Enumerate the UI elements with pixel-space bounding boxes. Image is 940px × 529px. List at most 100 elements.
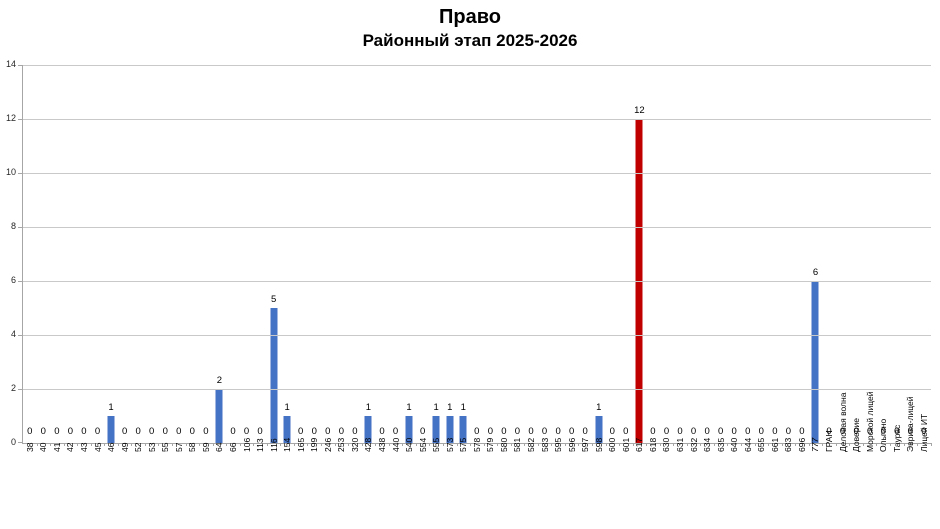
y-axis-label: 14 (5, 59, 16, 69)
value-label: 0 (121, 426, 128, 437)
x-tick (673, 443, 675, 446)
value-label: 0 (690, 426, 697, 437)
x-tick (131, 443, 133, 446)
x-tick (104, 443, 106, 446)
y-axis-labels: 0 2 4 6 8 10 12 14 (0, 59, 16, 447)
x-tick (740, 443, 742, 446)
x-tick (537, 443, 539, 446)
x-tick (632, 443, 634, 446)
x-axis-label-text: 644 (742, 437, 753, 452)
x-tick (876, 443, 878, 446)
value-label: 0 (81, 426, 87, 437)
x-axis-label-text: Ольгино (878, 418, 889, 452)
x-axis-label-text: 199 (309, 437, 320, 452)
value-label: 0 (392, 426, 399, 437)
gridline-y8 (23, 227, 931, 228)
category-column: 12 617 (633, 65, 648, 452)
y-tick-0 (18, 442, 22, 443)
x-axis-label-text: 635 (715, 437, 726, 452)
x-axis-label-text: 581 (512, 437, 523, 452)
value-label: 0 (176, 426, 182, 437)
x-axis-label-text: 45 (92, 442, 103, 452)
x-axis-label-text: 55 (160, 442, 171, 452)
category-column: 0 41 (50, 65, 65, 452)
x-tick (862, 443, 864, 446)
y-tick-12 (18, 119, 22, 120)
bar (432, 416, 440, 443)
category-column: 0 42 (64, 65, 79, 452)
value-label: 0 (880, 426, 886, 437)
value-label: 0 (799, 426, 805, 437)
category-column: 0 Ольгино (876, 65, 891, 452)
x-axis-label-text: 634 (702, 437, 713, 452)
x-axis-label-text: 58 (187, 442, 198, 452)
value-label: 0 (298, 426, 304, 437)
x-axis-label-text: 52 (133, 442, 144, 452)
category-column: 0 635 (714, 65, 729, 452)
x-tick (212, 443, 214, 446)
x-tick (63, 443, 65, 446)
category-column: 0 696 (795, 65, 810, 452)
x-tick (659, 443, 661, 446)
value-label: 0 (54, 426, 60, 437)
category-column: 0 634 (700, 65, 715, 452)
x-axis-label-text: 53 (146, 442, 157, 452)
category-column: 0 554 (416, 65, 431, 452)
x-tick (795, 443, 797, 446)
x-axis-label-text: 696 (796, 437, 807, 452)
x-tick (835, 443, 837, 446)
value-label: 0 (40, 426, 46, 437)
category-column: 0 106 (240, 65, 255, 452)
x-tick (917, 443, 919, 446)
category-column: 0 661 (768, 65, 783, 452)
value-label: 0 (839, 426, 846, 437)
category-column: 0 596 (565, 65, 580, 452)
x-tick (239, 443, 241, 446)
category-column: 0 600 (606, 65, 621, 452)
x-tick (321, 443, 323, 446)
x-axis-label-text: 57 (173, 442, 184, 452)
category-column: 0 683 (782, 65, 797, 452)
x-tick (564, 443, 566, 446)
x-tick (700, 443, 702, 446)
value-label: 0 (704, 426, 710, 437)
category-column: 1 573 (443, 65, 458, 452)
x-axis-label-text: 165 (295, 437, 306, 452)
y-axis-label: 2 (10, 383, 16, 393)
category-column: 1 428 (362, 65, 377, 452)
x-axis-label-text: 40 (38, 442, 49, 452)
category-column: 1 540 (402, 65, 417, 452)
x-axis-label-text: 578 (471, 437, 482, 452)
value-label: 1 (596, 402, 602, 413)
category-column: 0 40 (37, 65, 52, 452)
y-axis-label: 4 (10, 329, 16, 339)
value-label: 1 (108, 402, 114, 413)
x-axis-label-text: 573 (444, 437, 455, 452)
y-axis-label: 10 (5, 167, 16, 177)
bar (811, 281, 819, 443)
x-axis-label-text: 640 (729, 437, 740, 452)
x-tick (578, 443, 580, 446)
x-axis-label-text: Лицей ИТ (918, 413, 929, 452)
y-axis-label: 0 (10, 437, 16, 447)
category-column: 0 583 (538, 65, 553, 452)
x-tick (388, 443, 390, 446)
x-axis-label-text: 600 (607, 437, 618, 452)
x-axis-label-text: 428 (363, 437, 374, 452)
category-column: 0 601 (619, 65, 634, 452)
value-label: 0 (352, 426, 358, 437)
value-label: 0 (27, 426, 33, 437)
x-tick (808, 443, 810, 446)
value-label: 0 (162, 426, 168, 437)
x-tick (713, 443, 715, 446)
x-tick (117, 443, 119, 446)
x-axis-label-text: Эврика-лицей (905, 396, 916, 452)
value-label: 6 (812, 267, 819, 278)
category-column: 0 246 (321, 65, 336, 452)
category-column: 6 777 (809, 65, 824, 452)
x-axis-label-text: 540 (404, 437, 415, 452)
value-label: 0 (609, 426, 615, 437)
category-column: 0 597 (578, 65, 593, 452)
category-column: 0 595 (551, 65, 566, 452)
x-tick (50, 443, 52, 446)
